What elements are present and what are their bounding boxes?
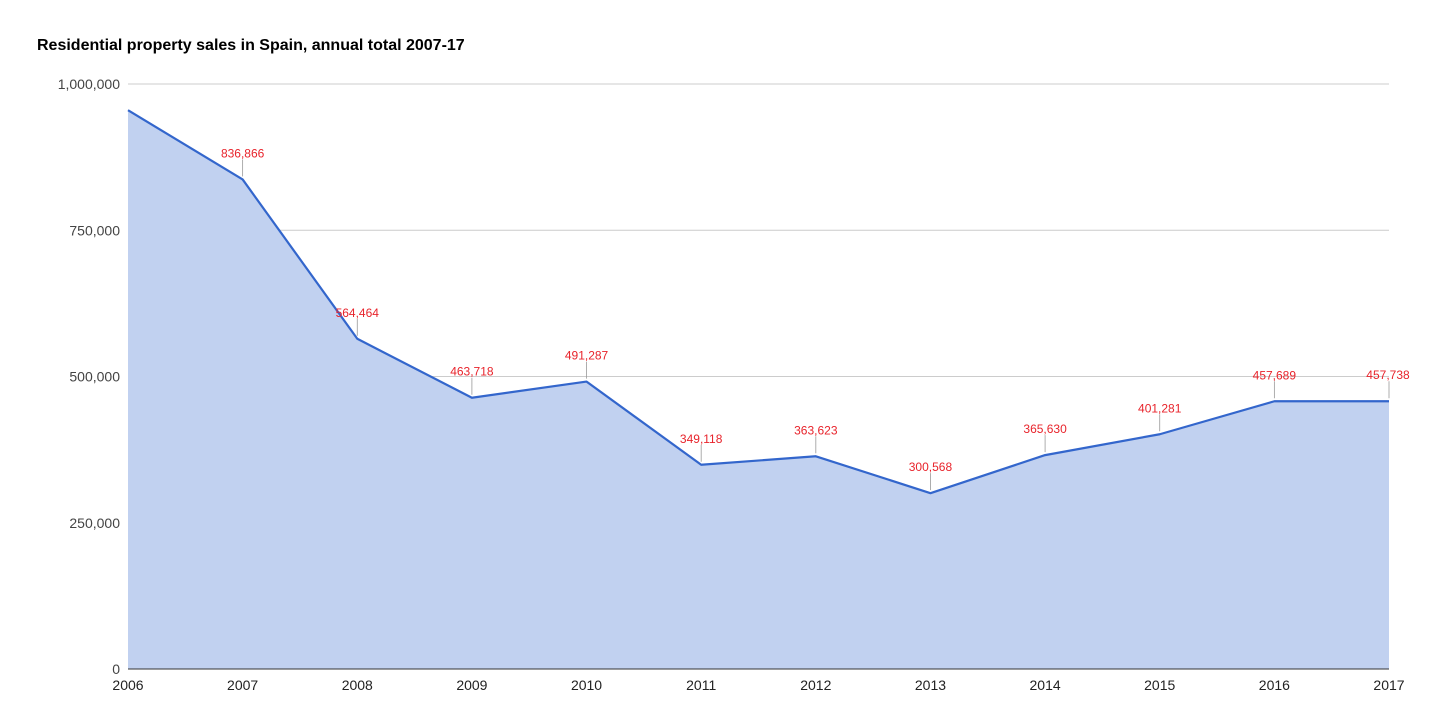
x-tick-label: 2016 <box>1259 677 1290 693</box>
x-tick-label: 2011 <box>686 677 716 693</box>
x-tick-label: 2017 <box>1373 677 1404 693</box>
y-tick-label: 500,000 <box>69 369 120 385</box>
x-tick-label: 2007 <box>227 677 258 693</box>
y-tick-label: 1,000,000 <box>58 76 120 92</box>
chart-title: Residential property sales in Spain, ann… <box>37 37 465 54</box>
axes: 0 250,000 500,000 750,000 1,000,000 2006 2007 2… <box>58 76 1405 693</box>
x-tick-label: 2015 <box>1144 677 1175 693</box>
x-tick-label: 2010 <box>571 677 602 693</box>
series-line-layer <box>127 109 1390 495</box>
x-tick-label: 2006 <box>112 677 143 693</box>
x-tick-label: 2013 <box>915 677 946 693</box>
y-tick-label: 250,000 <box>69 515 120 531</box>
data-label: 836,866 <box>221 146 265 160</box>
y-tick-label: 750,000 <box>69 222 120 238</box>
x-tick-label: 2014 <box>1030 677 1061 693</box>
data-label: 491,287 <box>565 349 609 363</box>
y-tick-label: 0 <box>112 661 120 677</box>
data-label: 457,689 <box>1253 368 1297 382</box>
area-fill <box>128 110 1389 669</box>
data-label: 300,568 <box>909 460 953 474</box>
x-tick-label: 2009 <box>456 677 487 693</box>
x-tick-label: 2008 <box>342 677 373 693</box>
x-tick-label: 2012 <box>800 677 831 693</box>
data-label: 363,623 <box>794 423 838 437</box>
data-label: 401,281 <box>1138 401 1182 415</box>
data-label: 457,738 <box>1366 368 1410 382</box>
data-label: 463,718 <box>450 365 494 379</box>
data-labels: 836,866 564,464 463,718 491,287 349,118 363,6… <box>221 146 1410 491</box>
data-label: 365,630 <box>1023 422 1067 436</box>
data-label: 564,464 <box>336 306 380 320</box>
series-line <box>127 109 1390 495</box>
data-label: 349,118 <box>680 432 723 446</box>
area-fill-layer <box>128 110 1389 669</box>
